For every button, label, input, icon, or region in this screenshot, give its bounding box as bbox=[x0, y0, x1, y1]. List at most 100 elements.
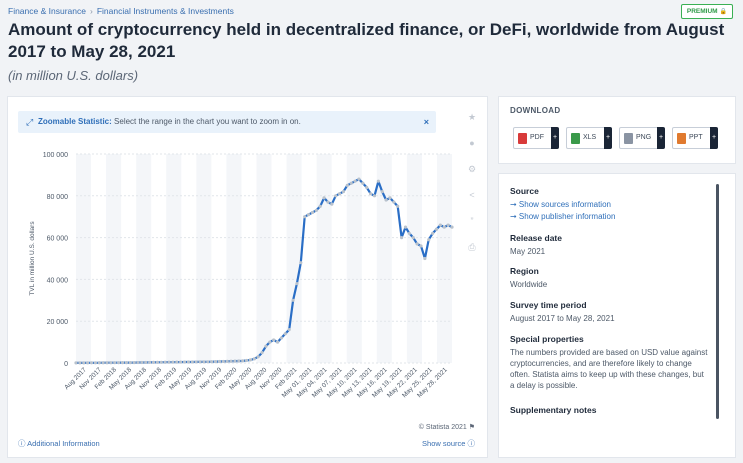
y-tick-label: 80 000 bbox=[47, 194, 69, 201]
grid-band bbox=[376, 154, 392, 363]
ppt-file-icon bbox=[677, 133, 686, 144]
grid-band bbox=[106, 154, 122, 363]
data-point bbox=[357, 177, 361, 181]
download-ppt-label: PPT bbox=[689, 134, 703, 141]
data-point bbox=[244, 358, 249, 363]
data-point bbox=[341, 190, 346, 194]
page-title: Amount of cryptocurrency held in decentr… bbox=[8, 20, 725, 61]
data-point bbox=[109, 361, 113, 365]
data-point bbox=[299, 261, 303, 265]
download-png-button[interactable]: PNG + bbox=[619, 127, 665, 149]
data-point bbox=[117, 361, 121, 365]
additional-information-link[interactable]: ⓘ Additional Information bbox=[18, 438, 100, 449]
grid-band bbox=[346, 154, 362, 363]
premium-label: PREMIUM bbox=[686, 8, 718, 15]
plus-icon: + bbox=[551, 127, 559, 149]
zoom-close-button[interactable]: × bbox=[423, 117, 429, 127]
plus-icon: + bbox=[604, 127, 612, 149]
show-sources-link[interactable]: ➞ Show sources information bbox=[510, 200, 611, 209]
plus-icon: + bbox=[657, 127, 665, 149]
star-icon[interactable]: ★ bbox=[467, 112, 477, 122]
flag-icon: ⚑ bbox=[468, 424, 475, 431]
pdf-file-icon bbox=[518, 133, 527, 144]
data-point bbox=[159, 360, 163, 364]
zoom-label: Zoomable Statistic: bbox=[38, 117, 112, 126]
scrollbar[interactable] bbox=[716, 184, 719, 419]
data-point bbox=[210, 360, 214, 364]
grid-band bbox=[316, 154, 332, 363]
y-axis-label: TVL in million U.S. dollars bbox=[29, 221, 36, 296]
grid-band bbox=[406, 154, 422, 363]
data-point bbox=[182, 360, 187, 364]
data-point bbox=[179, 360, 183, 364]
data-point bbox=[337, 192, 342, 196]
data-point bbox=[400, 236, 404, 240]
breadcrumb: Finance & Insurance › Financial Instrument… bbox=[8, 6, 234, 16]
release-section: Release date May 2021 bbox=[510, 233, 710, 257]
data-point bbox=[295, 281, 299, 286]
copyright-text: © Statista 2021 bbox=[418, 424, 467, 431]
info-icon: ⓘ bbox=[18, 439, 26, 448]
data-point bbox=[349, 181, 353, 185]
y-tick-label: 100 000 bbox=[43, 152, 68, 159]
data-point bbox=[128, 361, 132, 365]
breadcrumb-finance[interactable]: Finance & Insurance bbox=[8, 6, 86, 16]
download-pdf-button[interactable]: PDF + bbox=[513, 127, 559, 149]
special-title: Special properties bbox=[510, 334, 584, 344]
data-point bbox=[345, 183, 349, 187]
data-point bbox=[140, 360, 144, 365]
region-title: Region bbox=[510, 266, 539, 276]
data-point bbox=[175, 360, 179, 364]
xls-file-icon bbox=[571, 133, 580, 144]
data-point bbox=[120, 361, 125, 365]
plus-icon: + bbox=[710, 127, 718, 149]
grid-band bbox=[166, 154, 182, 363]
quote-icon[interactable]: ” bbox=[470, 216, 474, 226]
supplementary-section: Supplementary notes bbox=[510, 405, 710, 418]
data-point bbox=[361, 181, 365, 185]
data-point bbox=[330, 202, 334, 206]
download-title: DOWNLOAD bbox=[510, 106, 561, 115]
data-point bbox=[318, 204, 322, 208]
data-point bbox=[221, 359, 225, 364]
special-section: Special properties The numbers provided … bbox=[510, 334, 710, 391]
period-value: August 2017 to May 28, 2021 bbox=[510, 314, 615, 323]
download-xls-label: XLS bbox=[583, 134, 597, 141]
line-chart[interactable]: 0 20 000 40 000 60 000 80 000 100 000 TVL in m… bbox=[8, 142, 458, 432]
data-point bbox=[260, 350, 264, 355]
show-publisher-link[interactable]: ➞ Show publisher information bbox=[510, 212, 616, 221]
data-point bbox=[306, 213, 311, 217]
data-point bbox=[206, 360, 210, 364]
data-point bbox=[322, 196, 326, 200]
data-point bbox=[415, 242, 419, 246]
premium-badge[interactable]: PREMIUM 🔒 bbox=[681, 4, 733, 19]
grid-band bbox=[226, 154, 242, 363]
region-section: Region Worldwide bbox=[510, 266, 710, 290]
data-point bbox=[132, 360, 136, 365]
data-point bbox=[353, 179, 357, 183]
data-point bbox=[268, 340, 272, 344]
period-section: Survey time period August 2017 to May 28… bbox=[510, 300, 710, 324]
data-point bbox=[256, 355, 260, 359]
show-source-link[interactable]: Show source ⓘ bbox=[422, 438, 475, 449]
data-point bbox=[384, 198, 388, 202]
bell-icon[interactable]: ● bbox=[469, 138, 475, 148]
breadcrumb-investments[interactable]: Financial Instruments & Investments bbox=[96, 6, 234, 16]
data-point bbox=[388, 196, 392, 200]
print-icon[interactable]: ⎙ bbox=[468, 242, 476, 252]
data-point bbox=[326, 200, 330, 204]
y-tick-label: 60 000 bbox=[47, 236, 69, 243]
download-xls-button[interactable]: XLS + bbox=[566, 127, 612, 149]
data-point bbox=[198, 360, 202, 364]
region-value: Worldwide bbox=[510, 280, 548, 289]
data-point bbox=[136, 360, 140, 365]
data-point bbox=[427, 238, 431, 242]
gear-icon[interactable]: ⚙ bbox=[467, 164, 477, 174]
period-title: Survey time period bbox=[510, 300, 587, 310]
data-point bbox=[403, 225, 408, 229]
share-icon[interactable]: < bbox=[469, 190, 475, 200]
download-ppt-button[interactable]: PPT + bbox=[672, 127, 718, 149]
data-point bbox=[396, 204, 400, 208]
zoom-icon: ⤢ bbox=[26, 117, 34, 127]
png-file-icon bbox=[624, 133, 633, 144]
